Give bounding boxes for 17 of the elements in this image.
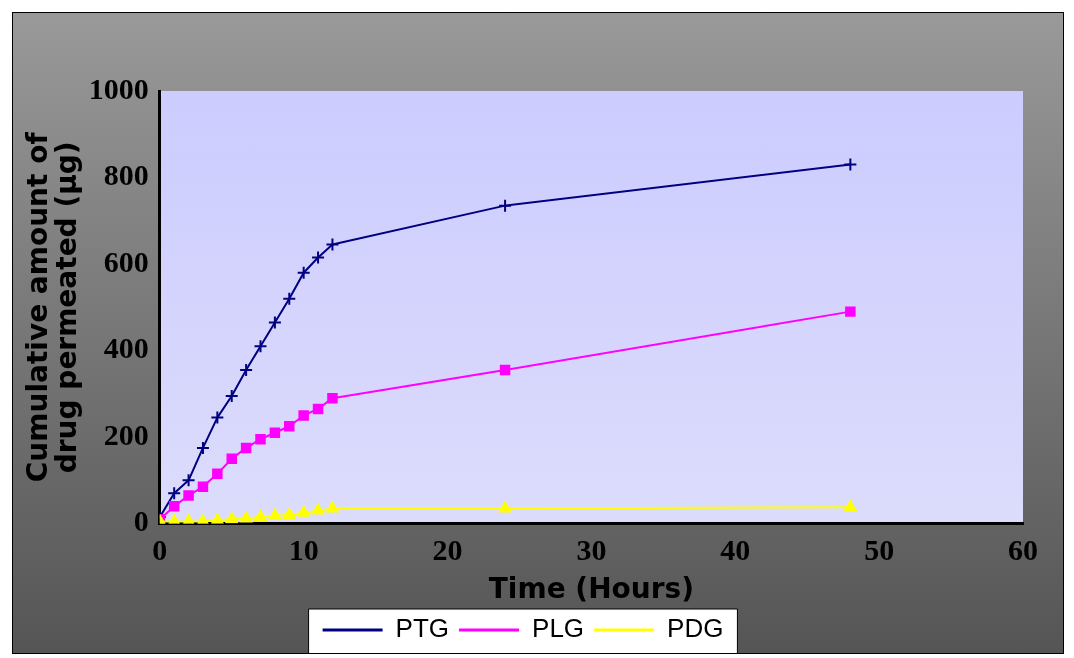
x-axis-title: Time (Hours): [488, 571, 695, 605]
legend-label: PDG: [667, 613, 724, 644]
y-tick-label: 600: [103, 244, 149, 278]
x-tick-label: 20: [432, 533, 463, 567]
y-tick-label: 400: [103, 331, 149, 365]
y-tick-label: 800: [103, 158, 149, 192]
legend-label: PLG: [532, 613, 585, 644]
y-tick-label: 0: [133, 504, 149, 538]
y-tick-label: 200: [103, 417, 149, 451]
x-tick-label: 60: [1008, 533, 1038, 567]
x-tick-label: 30: [576, 533, 607, 567]
x-tick-label: 40: [720, 533, 751, 567]
y-axis-title: Cumulative amount of drug permeated (µg): [20, 131, 84, 483]
y-tick-label: 1000: [88, 71, 149, 105]
x-tick-label: 50: [864, 533, 895, 567]
x-tick-label: 10: [288, 533, 319, 567]
legend-label: PTG: [395, 613, 450, 644]
